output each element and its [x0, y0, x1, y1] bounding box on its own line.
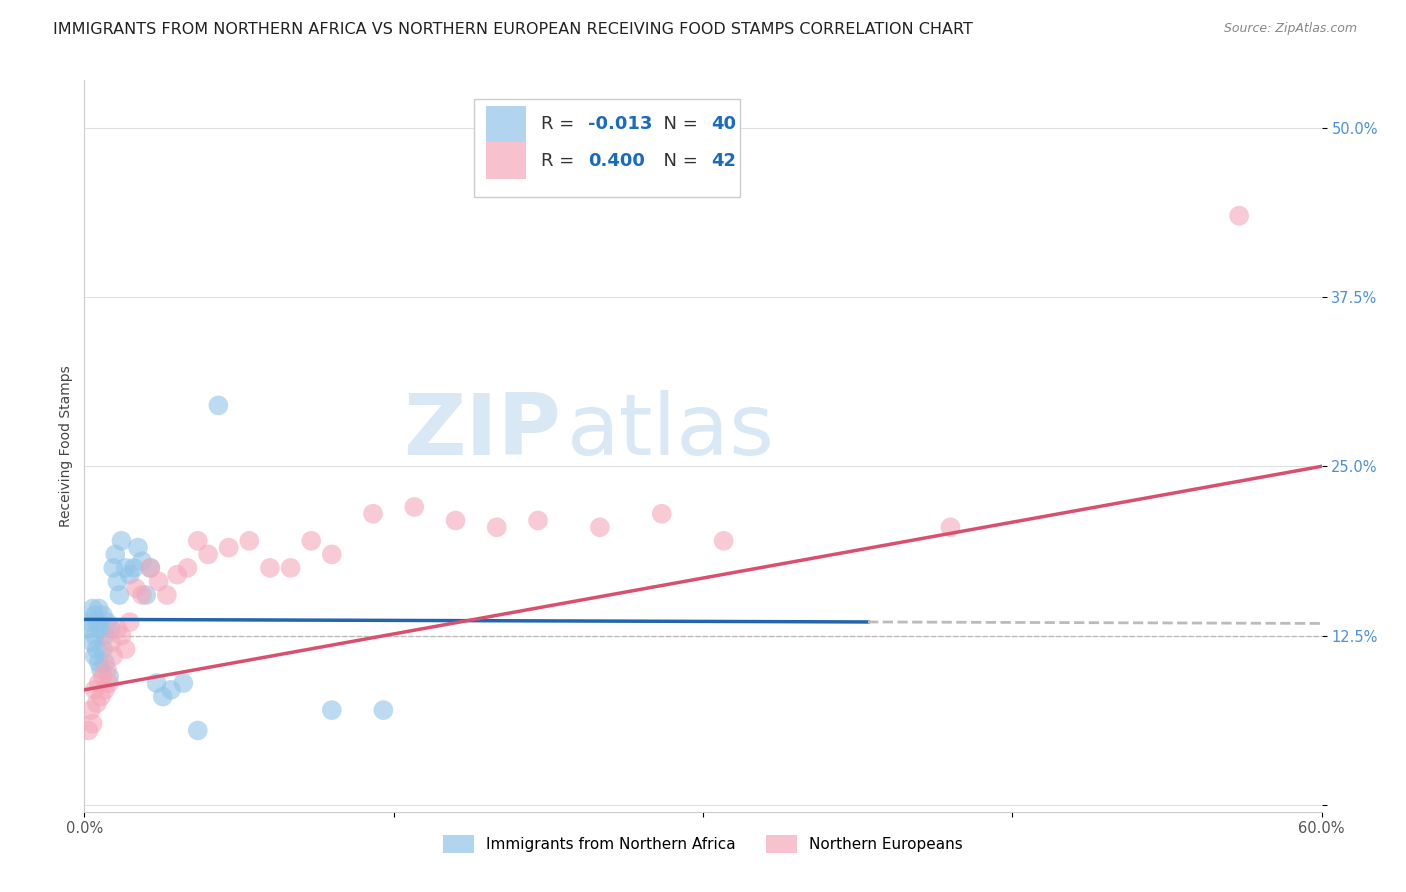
Point [485, 520, 508, 534]
Point [96, 615, 118, 629]
Point [125, 581, 148, 595]
Point [713, 533, 735, 548]
Text: N =: N = [652, 152, 704, 169]
Point [91, 642, 114, 657]
Point [114, 561, 136, 575]
Point [139, 561, 162, 575]
Point [83, 629, 105, 643]
Point [86, 697, 108, 711]
Point [82, 716, 104, 731]
FancyBboxPatch shape [486, 106, 526, 143]
Point [156, 588, 179, 602]
Point [94, 629, 117, 643]
Point [145, 676, 167, 690]
Point [98, 676, 121, 690]
Point [77, 723, 100, 738]
Point [197, 547, 219, 561]
Point [361, 507, 384, 521]
Point [82, 601, 104, 615]
Point [87, 656, 110, 670]
Point [176, 561, 198, 575]
Point [160, 682, 183, 697]
FancyBboxPatch shape [486, 143, 526, 179]
Point [152, 690, 174, 704]
Point [218, 541, 240, 555]
Point [91, 669, 114, 683]
Point [1227, 209, 1250, 223]
Point [118, 567, 141, 582]
Point [86, 615, 108, 629]
Text: IMMIGRANTS FROM NORTHERN AFRICA VS NORTHERN EUROPEAN RECEIVING FOOD STAMPS CORRE: IMMIGRANTS FROM NORTHERN AFRICA VS NORTH… [53, 22, 973, 37]
Point [114, 642, 136, 657]
Text: N =: N = [652, 115, 704, 133]
Point [131, 554, 153, 568]
Point [86, 642, 108, 657]
Point [139, 561, 162, 575]
Text: -0.013: -0.013 [588, 115, 652, 133]
Point [83, 608, 105, 623]
Point [105, 622, 128, 636]
Point [98, 669, 121, 683]
Point [105, 574, 128, 589]
Point [118, 615, 141, 629]
Point [90, 690, 112, 704]
Point [87, 601, 110, 615]
Point [96, 663, 118, 677]
Text: 40: 40 [711, 115, 737, 133]
Text: atlas: atlas [567, 390, 775, 473]
Point [83, 648, 105, 663]
Point [90, 663, 112, 677]
Point [100, 622, 122, 636]
Point [373, 703, 395, 717]
Point [148, 574, 170, 589]
Point [207, 398, 229, 412]
Point [172, 676, 194, 690]
Text: R =: R = [541, 152, 579, 169]
Point [589, 520, 612, 534]
Point [82, 635, 104, 649]
Point [280, 561, 302, 575]
Point [527, 514, 550, 528]
Point [110, 629, 132, 643]
Y-axis label: Receiving Food Stamps: Receiving Food Stamps [59, 365, 73, 527]
Text: 0.400: 0.400 [588, 152, 645, 169]
Point [321, 547, 343, 561]
Point [651, 507, 673, 521]
Point [127, 541, 149, 555]
Point [259, 561, 281, 575]
Point [77, 622, 100, 636]
Point [122, 561, 145, 575]
Point [110, 533, 132, 548]
Point [94, 682, 117, 697]
Point [100, 635, 122, 649]
Point [103, 648, 125, 663]
Point [83, 682, 105, 697]
Point [135, 588, 157, 602]
FancyBboxPatch shape [474, 99, 740, 197]
Text: 42: 42 [711, 152, 737, 169]
Text: R =: R = [541, 115, 579, 133]
Point [238, 533, 260, 548]
Point [321, 703, 343, 717]
Text: Source: ZipAtlas.com: Source: ZipAtlas.com [1223, 22, 1357, 36]
Point [166, 567, 188, 582]
Point [94, 656, 117, 670]
Point [104, 547, 127, 561]
Point [131, 588, 153, 602]
Point [404, 500, 426, 514]
Point [187, 533, 209, 548]
Point [87, 676, 110, 690]
Point [939, 520, 962, 534]
Point [79, 615, 101, 629]
Point [103, 561, 125, 575]
Point [90, 622, 112, 636]
Point [444, 514, 467, 528]
Point [91, 608, 114, 623]
Legend: Immigrants from Northern Africa, Northern Europeans: Immigrants from Northern Africa, Norther… [437, 829, 969, 859]
Point [79, 703, 101, 717]
Point [299, 533, 322, 548]
Point [187, 723, 209, 738]
Text: ZIP: ZIP [404, 390, 561, 473]
Point [108, 588, 131, 602]
